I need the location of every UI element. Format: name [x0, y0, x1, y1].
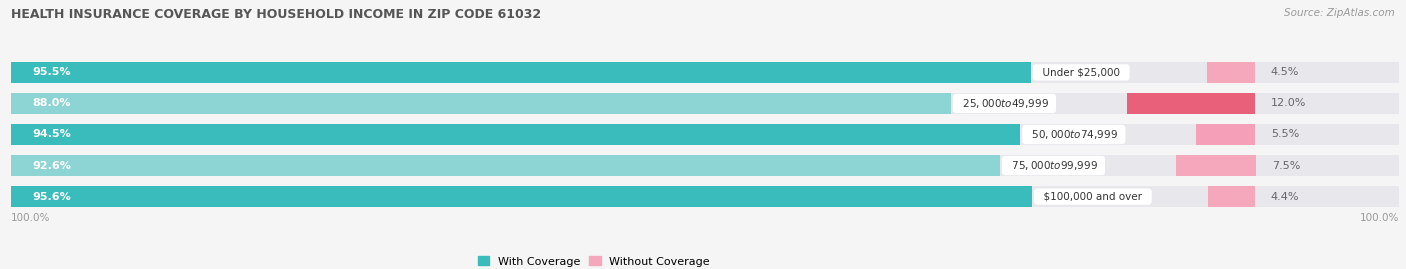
Bar: [11, 155, 1399, 176]
Bar: [11, 186, 1032, 207]
Text: 4.5%: 4.5%: [1271, 68, 1299, 77]
Text: 5.5%: 5.5%: [1271, 129, 1299, 140]
Bar: [11, 62, 1031, 83]
Text: 7.5%: 7.5%: [1272, 161, 1301, 171]
Bar: [11, 124, 1019, 145]
Text: 100.0%: 100.0%: [1360, 213, 1399, 223]
Bar: [11, 155, 1000, 176]
Text: HEALTH INSURANCE COVERAGE BY HOUSEHOLD INCOME IN ZIP CODE 61032: HEALTH INSURANCE COVERAGE BY HOUSEHOLD I…: [11, 8, 541, 21]
Legend: With Coverage, Without Coverage: With Coverage, Without Coverage: [474, 252, 714, 269]
Text: 4.4%: 4.4%: [1271, 192, 1299, 201]
Text: $25,000 to $49,999: $25,000 to $49,999: [956, 97, 1053, 110]
Text: $50,000 to $74,999: $50,000 to $74,999: [1025, 128, 1122, 141]
Text: 100.0%: 100.0%: [11, 213, 51, 223]
Text: 92.6%: 92.6%: [32, 161, 72, 171]
Bar: [1197, 124, 1256, 145]
Bar: [11, 93, 1399, 114]
Text: Under $25,000: Under $25,000: [1036, 68, 1126, 77]
Text: $100,000 and over: $100,000 and over: [1038, 192, 1149, 201]
Bar: [11, 93, 950, 114]
Text: Source: ZipAtlas.com: Source: ZipAtlas.com: [1284, 8, 1395, 18]
Text: 95.5%: 95.5%: [32, 68, 72, 77]
Text: 95.6%: 95.6%: [32, 192, 72, 201]
Text: $75,000 to $99,999: $75,000 to $99,999: [1005, 159, 1102, 172]
Bar: [1175, 155, 1256, 176]
Text: 88.0%: 88.0%: [32, 98, 72, 108]
Bar: [1208, 186, 1256, 207]
Text: 12.0%: 12.0%: [1271, 98, 1306, 108]
Bar: [11, 62, 1399, 83]
Bar: [1206, 62, 1256, 83]
Text: 94.5%: 94.5%: [32, 129, 72, 140]
Bar: [11, 186, 1399, 207]
Bar: [11, 124, 1399, 145]
Bar: [1126, 93, 1256, 114]
